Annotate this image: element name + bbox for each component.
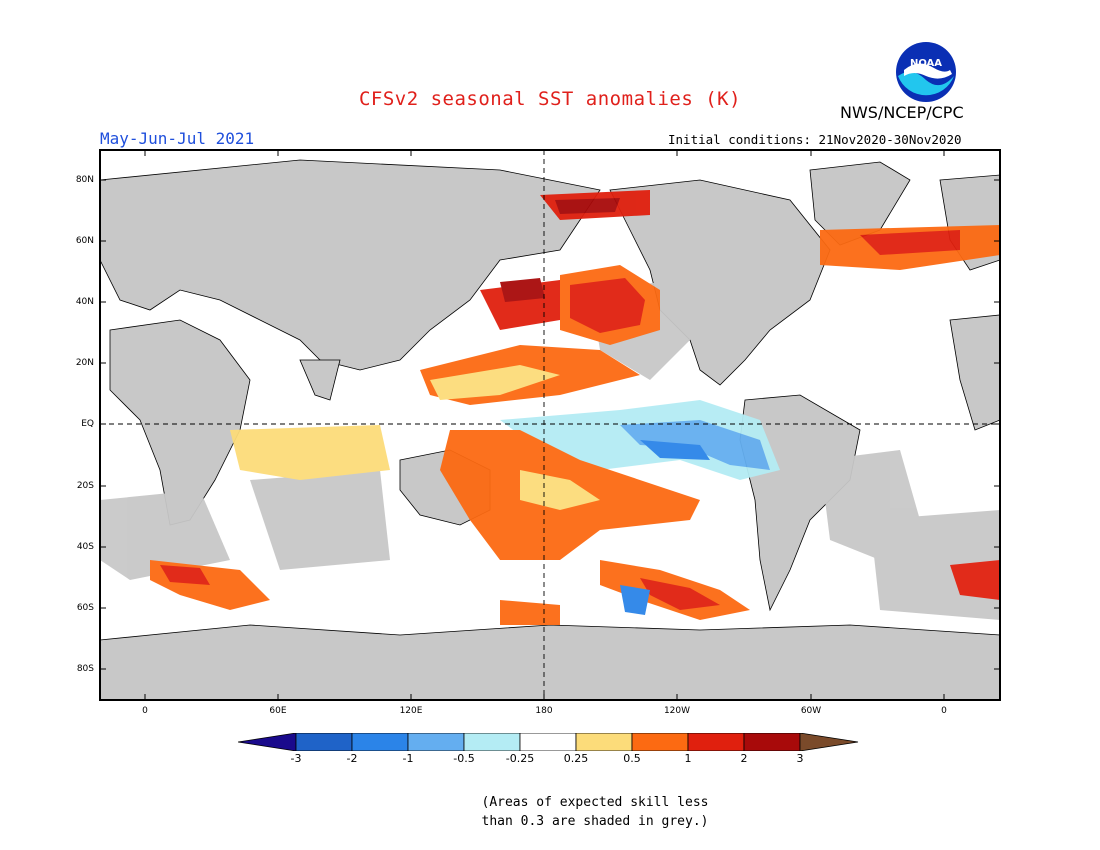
colorbar-swatch bbox=[743, 733, 801, 751]
svg-text:NOAA: NOAA bbox=[910, 58, 942, 69]
lon-label: 60E bbox=[269, 706, 287, 716]
colorbar-swatch bbox=[631, 733, 689, 751]
noaa-logo: NOAA bbox=[896, 42, 956, 102]
footnote-line: than 0.3 are shaded in grey.) bbox=[481, 814, 709, 829]
colorbar-max-arrow bbox=[799, 733, 859, 751]
colorbar-min-arrow bbox=[238, 733, 297, 751]
skill-footnote: (Areas of expected skill less than 0.3 a… bbox=[0, 793, 1100, 831]
organization-label: NWS/NCEP/CPC bbox=[840, 103, 964, 122]
colorbar bbox=[238, 733, 859, 751]
lat-label: 60S bbox=[76, 603, 94, 613]
colorbar-tick: 2 bbox=[740, 752, 748, 765]
colorbar-tick: 3 bbox=[796, 752, 804, 765]
colorbar-tick: 0.25 bbox=[563, 752, 589, 765]
lat-label: EQ bbox=[81, 419, 94, 429]
colorbar-tick: -0.5 bbox=[453, 752, 475, 765]
colorbar-tick: -0.25 bbox=[505, 752, 535, 765]
colorbar-tick: -2 bbox=[346, 752, 358, 765]
colorbar-swatch bbox=[519, 733, 577, 751]
lat-label: 20N bbox=[75, 358, 94, 368]
footnote-line: (Areas of expected skill less bbox=[481, 795, 709, 810]
colorbar-tick: 0.5 bbox=[623, 752, 641, 765]
colorbar-swatch bbox=[575, 733, 633, 751]
colorbar-tick: -3 bbox=[290, 752, 302, 765]
colorbar-swatch bbox=[463, 733, 521, 751]
colorbar-swatch bbox=[295, 733, 353, 751]
lon-label: 60W bbox=[800, 706, 822, 716]
season-label: May-Jun-Jul 2021 bbox=[100, 129, 255, 148]
lon-label: 180 bbox=[535, 706, 553, 716]
lat-label: 80S bbox=[76, 664, 94, 674]
colorbar-tick: 1 bbox=[684, 752, 692, 765]
chart-title: CFSv2 seasonal SST anomalies (K) bbox=[358, 88, 742, 110]
colorbar-swatch bbox=[351, 733, 409, 751]
lon-label: 0 bbox=[142, 706, 148, 716]
colorbar-swatch bbox=[407, 733, 465, 751]
lon-label: 0 bbox=[941, 706, 947, 716]
lon-label: 120E bbox=[399, 706, 423, 716]
lat-label: 80N bbox=[75, 175, 94, 185]
lat-label: 60N bbox=[75, 236, 94, 246]
lat-label: 40N bbox=[75, 297, 94, 307]
lat-label: 20S bbox=[76, 481, 94, 491]
initial-conditions-label: Initial conditions: 21Nov2020-30Nov2020 bbox=[668, 132, 962, 147]
anomaly-shading bbox=[100, 190, 1000, 625]
lat-label: 40S bbox=[76, 542, 94, 552]
colorbar-swatch bbox=[687, 733, 745, 751]
lon-label: 120W bbox=[663, 706, 691, 716]
colorbar-tick: -1 bbox=[402, 752, 414, 765]
